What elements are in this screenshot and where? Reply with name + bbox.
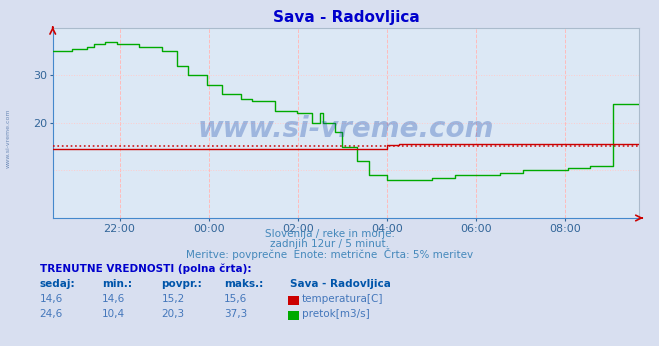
Text: zadnjih 12ur / 5 minut.: zadnjih 12ur / 5 minut.	[270, 239, 389, 249]
Text: temperatura[C]: temperatura[C]	[302, 294, 384, 304]
Text: 24,6: 24,6	[40, 309, 63, 319]
Text: 14,6: 14,6	[40, 294, 63, 304]
Text: www.si-vreme.com: www.si-vreme.com	[198, 115, 494, 143]
Text: 14,6: 14,6	[102, 294, 125, 304]
Text: Slovenija / reke in morje.: Slovenija / reke in morje.	[264, 229, 395, 239]
Text: povpr.:: povpr.:	[161, 279, 202, 289]
Text: TRENUTNE VREDNOSTI (polna črta):: TRENUTNE VREDNOSTI (polna črta):	[40, 263, 251, 274]
Text: min.:: min.:	[102, 279, 132, 289]
Text: maks.:: maks.:	[224, 279, 264, 289]
Text: 15,2: 15,2	[161, 294, 185, 304]
Text: pretok[m3/s]: pretok[m3/s]	[302, 309, 370, 319]
Text: sedaj:: sedaj:	[40, 279, 75, 289]
Text: 20,3: 20,3	[161, 309, 185, 319]
Title: Sava - Radovljica: Sava - Radovljica	[273, 10, 419, 25]
Text: Meritve: povprečne  Enote: metrične  Črta: 5% meritev: Meritve: povprečne Enote: metrične Črta:…	[186, 248, 473, 260]
Text: 37,3: 37,3	[224, 309, 247, 319]
Text: 15,6: 15,6	[224, 294, 247, 304]
Text: www.si-vreme.com: www.si-vreme.com	[5, 109, 11, 168]
Text: 10,4: 10,4	[102, 309, 125, 319]
Text: Sava - Radovljica: Sava - Radovljica	[290, 279, 391, 289]
